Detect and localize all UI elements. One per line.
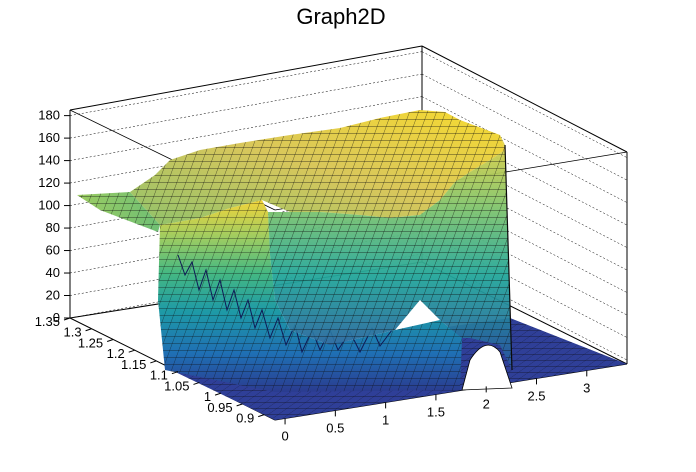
y-tick-mark — [150, 360, 157, 364]
z-tick-label: 140 — [38, 153, 60, 168]
y-tick-mark — [193, 381, 200, 385]
surface-mesh — [77, 110, 627, 420]
y-tick-label: 1.05 — [164, 378, 189, 393]
y-tick-mark — [85, 328, 92, 332]
y-tick-label: 0.9 — [236, 411, 254, 426]
surface-gap — [461, 344, 513, 391]
y-tick-label: 1.1 — [150, 368, 168, 383]
x-tick-label: 2 — [483, 396, 490, 411]
y-tick-label: 1.3 — [64, 325, 82, 340]
y-tick-label: 1.25 — [78, 335, 103, 350]
y-axis-ticks: 0.9 0.951 1.051.1 1.151.2 1.251.3 1.35 — [35, 314, 265, 426]
z-gridline-right — [421, 141, 628, 248]
z-tick-label: 120 — [38, 175, 60, 190]
x-axis-ticks: 0 0.5 1 1.5 2 2.5 3 — [281, 370, 590, 443]
z-gridline-right — [421, 186, 628, 293]
z-gridline-right — [421, 253, 628, 361]
x-tick-label: 3 — [583, 380, 590, 395]
z-gridlines — [69, 51, 628, 361]
y-tick-mark — [171, 371, 179, 375]
y-tick-mark — [128, 349, 135, 353]
y-tick-mark — [106, 338, 114, 342]
x-tick-label: 1.5 — [427, 404, 445, 419]
y-tick-mark — [236, 403, 243, 407]
x-tick-label: 2.5 — [527, 388, 545, 403]
z-gridline-right — [421, 208, 628, 316]
z-tick-label: 160 — [38, 130, 60, 145]
y-tick-mark — [214, 392, 222, 396]
y-tick-mark — [63, 317, 71, 321]
y-tick-mark — [258, 414, 265, 418]
z-gridline-right — [421, 51, 628, 158]
z-tick-label: 180 — [38, 108, 60, 123]
z-gridline-right — [421, 163, 628, 271]
z-axis-ticks: 0 20 40 60 80 100 120 140 160 180 — [38, 108, 70, 325]
z-gridline-right — [421, 231, 628, 338]
x-tick-label: 0 — [281, 428, 288, 443]
z-tick-label: 80 — [46, 220, 60, 235]
z-gridline-right — [421, 118, 628, 226]
z-tick-label: 20 — [46, 288, 60, 303]
y-tick-label: 0.95 — [207, 400, 232, 415]
x-tick-label: 0.5 — [326, 420, 344, 435]
z-tick-label: 40 — [46, 265, 60, 280]
z-gridline-right — [421, 96, 628, 203]
z-tick-label: 60 — [46, 243, 60, 258]
y-tick-label: 1 — [204, 389, 211, 404]
z-gridline-right — [421, 73, 628, 181]
z-tick-label: 0 — [53, 310, 60, 325]
z-tick-label: 100 — [38, 198, 60, 213]
y-tick-label: 1.2 — [107, 346, 125, 361]
chart-title: Graph2D — [296, 4, 385, 29]
y-tick-label: 1.35 — [35, 314, 60, 329]
y-tick-label: 1.15 — [121, 357, 146, 372]
x-tick-label: 1 — [382, 412, 389, 427]
